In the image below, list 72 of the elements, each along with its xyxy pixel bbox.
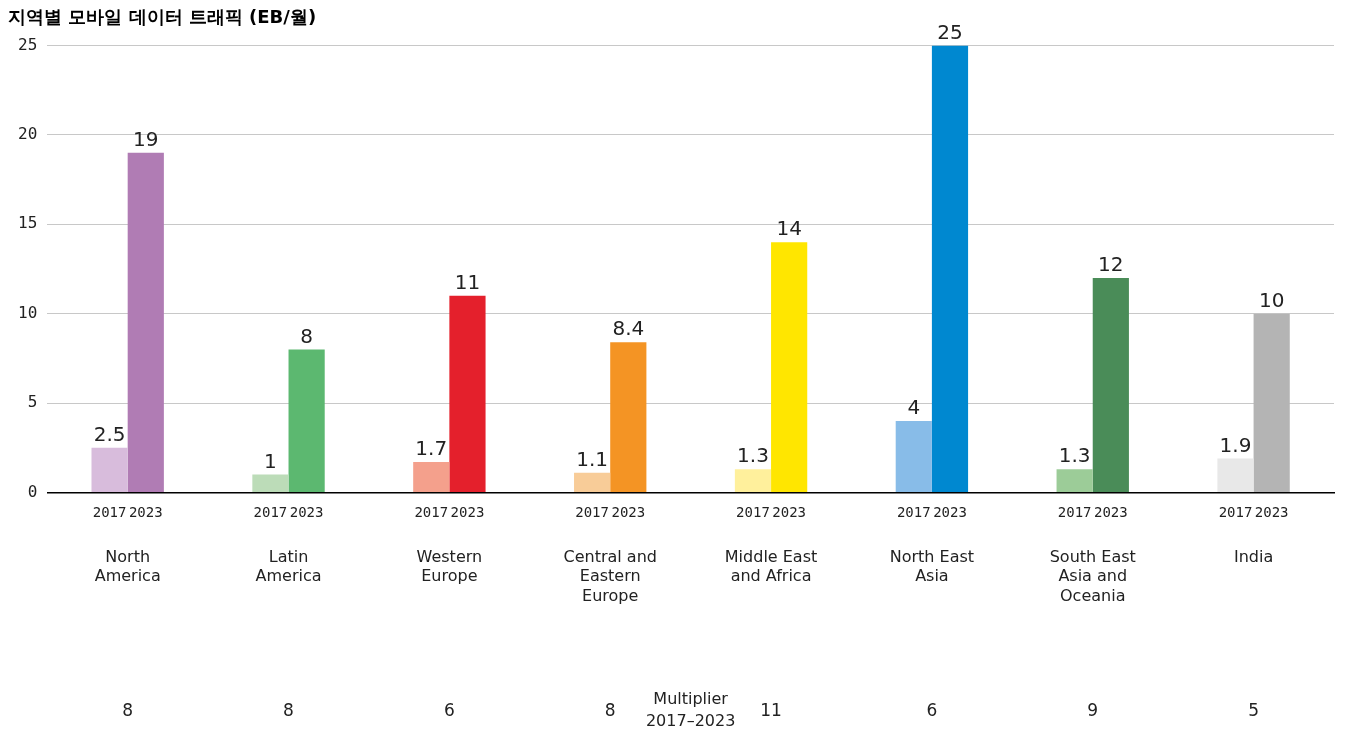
text: 5 (1248, 700, 1259, 721)
data-label: 10 (1258, 287, 1285, 312)
text: 8 (604, 700, 616, 721)
text: 2017 (896, 504, 931, 521)
x-tick-label: Central and Eastern Europe (563, 547, 657, 605)
data-label: 1.9 (1219, 432, 1252, 457)
text: 2017 (414, 504, 449, 521)
bar (610, 342, 647, 492)
x-tick-label: Latin America (255, 547, 322, 586)
text: 8 (283, 700, 294, 721)
chart-title: 지역별 모바일 데이터 트래픽 (EB/월) (8, 6, 317, 28)
data-label: 1.3 (737, 443, 769, 468)
text: 2023 (289, 504, 324, 521)
text: 2017 (1218, 504, 1253, 521)
series-label: 2017 (92, 504, 127, 521)
data-label: 19 (133, 127, 159, 152)
x-tick-label: South East Asia and Oceania (1049, 547, 1136, 605)
bar (1056, 469, 1093, 492)
data-label: 1.7 (415, 436, 448, 461)
data-label: 8.4 (612, 316, 645, 341)
series-label: 2023 (128, 504, 163, 521)
bar (449, 295, 486, 492)
bar (771, 242, 808, 492)
text: 11 (760, 700, 782, 721)
text: 2023 (611, 504, 646, 521)
data-label: 14 (776, 216, 802, 241)
x-tick-label: North America (94, 547, 161, 586)
text: 2017 (575, 504, 609, 521)
text: 6 (443, 700, 455, 721)
text: 2017 (253, 504, 288, 521)
y-tick-label: 5 (27, 392, 38, 412)
bar (895, 420, 932, 492)
text: 2017 (1057, 504, 1092, 521)
x-tick-label: North East Asia (889, 547, 975, 586)
bar (252, 474, 289, 492)
data-label: 25 (937, 19, 963, 44)
text: 2023 (933, 504, 967, 521)
bar (413, 462, 450, 492)
text: 2023 (450, 504, 485, 521)
bar (931, 45, 969, 492)
bar (91, 447, 128, 492)
data-label: 8 (300, 323, 313, 348)
data-label: 1.1 (576, 446, 609, 471)
text: 9 (1087, 700, 1099, 721)
text: 6 (926, 700, 938, 721)
bar (288, 349, 325, 492)
text: 2023 (772, 504, 807, 521)
bar (1092, 277, 1129, 492)
data-label: 12 (1098, 252, 1124, 277)
data-label: 2.5 (93, 421, 126, 446)
bar (1253, 313, 1290, 492)
y-tick-label: 15 (18, 213, 38, 233)
x-tick-label: Western Europe (416, 547, 483, 586)
data-label: 4 (907, 395, 921, 420)
bar (127, 152, 164, 492)
y-tick-label: 0 (27, 481, 38, 501)
data-label: 1.3 (1058, 443, 1091, 468)
bar (574, 472, 611, 492)
data-label: 11 (454, 270, 481, 295)
text: Multiplier 2017–2023 (645, 689, 736, 731)
data-label: 1 (264, 448, 277, 473)
bar (734, 469, 772, 492)
y-tick-label: 20 (18, 124, 38, 144)
y-tick-label: 25 (18, 34, 38, 54)
text: 2023 (1254, 504, 1289, 521)
text: 2017 (736, 504, 770, 521)
text: 2023 (1093, 504, 1128, 521)
x-tick-label: India (1233, 547, 1274, 567)
text: 8 (122, 700, 134, 721)
y-tick-label: 10 (18, 302, 38, 322)
bar (1217, 458, 1254, 492)
x-tick-label: Middle East and Africa (724, 547, 818, 586)
